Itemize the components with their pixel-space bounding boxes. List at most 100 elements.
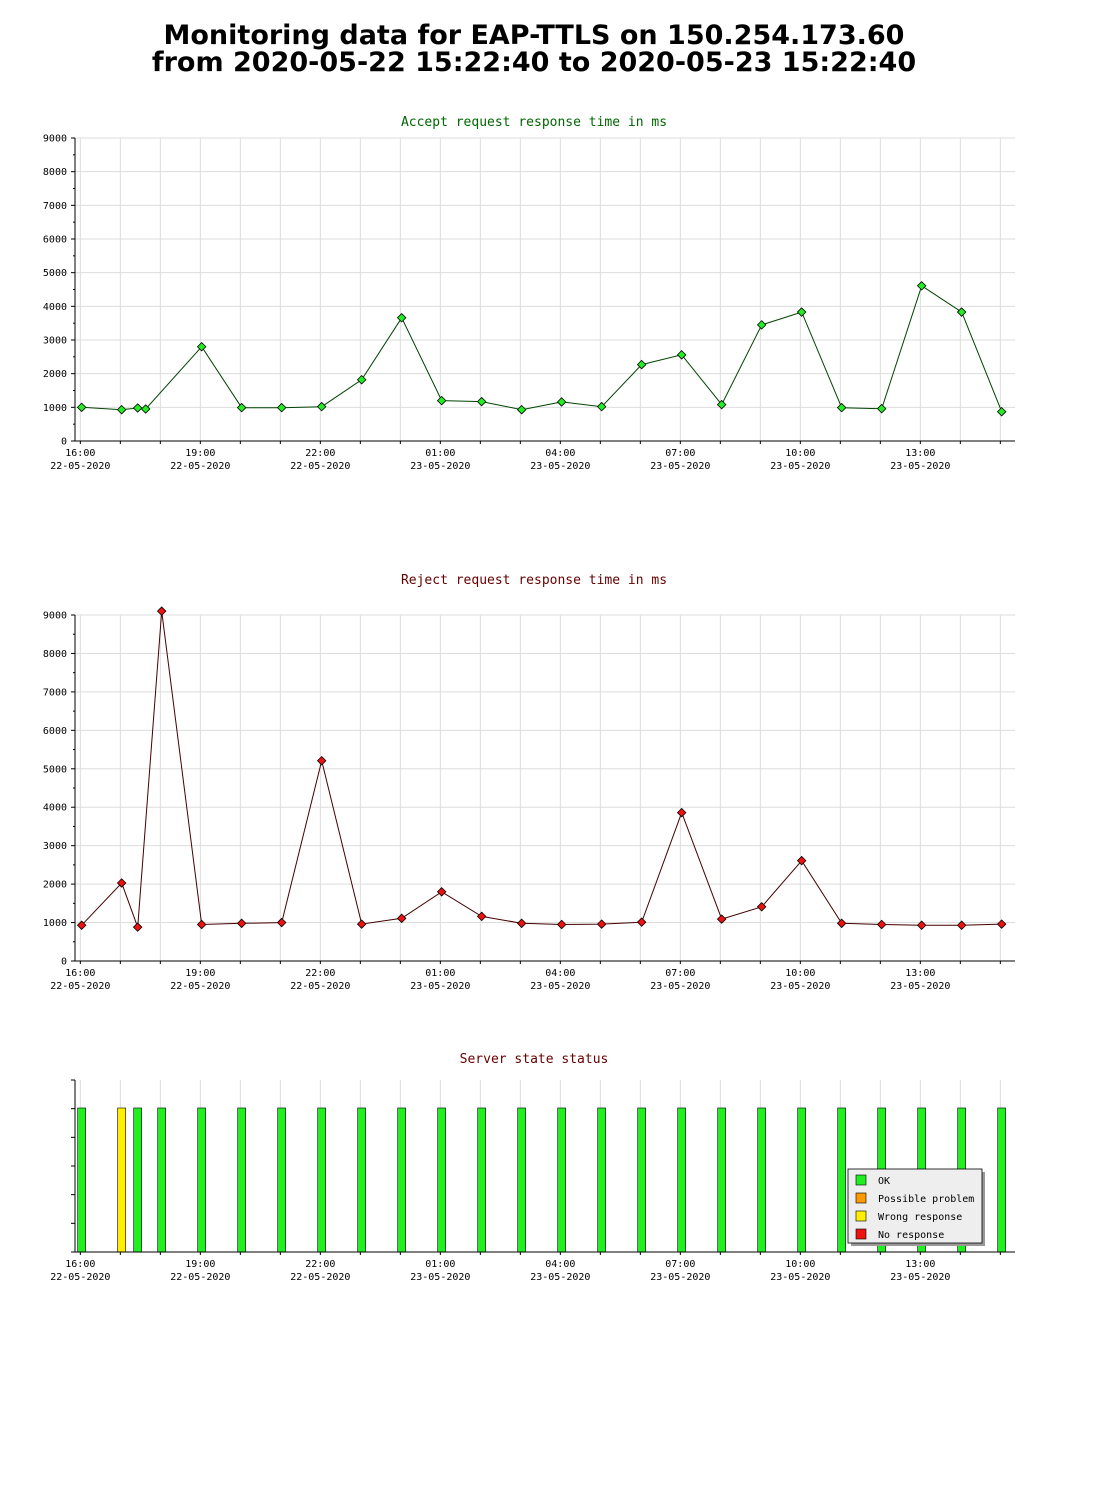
y-tick-label: 7000	[43, 201, 67, 212]
data-point	[716, 914, 727, 924]
data-point	[836, 918, 847, 929]
x-tick-label-time: 22:00	[305, 448, 335, 459]
data-point	[132, 922, 143, 932]
legend-swatch	[855, 1228, 867, 1240]
x-tick-label-date: 23-05-2020	[650, 981, 710, 992]
data-point	[956, 307, 967, 317]
y-tick-label: 2000	[43, 369, 67, 380]
data-point	[196, 919, 207, 930]
data-point	[132, 403, 143, 413]
status-bar	[197, 1107, 206, 1253]
data-point	[276, 917, 287, 928]
y-tick-label: 5000	[43, 268, 67, 279]
data-point	[516, 918, 527, 929]
data-point	[276, 402, 287, 413]
x-tick-label-time: 04:00	[545, 968, 575, 979]
x-tick-label-date: 23-05-2020	[890, 1272, 950, 1283]
y-tick-label: 6000	[43, 235, 67, 246]
data-point	[756, 902, 767, 912]
x-tick-label-time: 01:00	[425, 448, 455, 459]
data-point	[156, 606, 167, 616]
data-point	[756, 320, 767, 330]
data-point	[316, 401, 327, 412]
data-point	[796, 307, 807, 317]
data-point	[356, 374, 367, 385]
data-point	[196, 341, 207, 352]
x-tick-label-date: 23-05-2020	[770, 1272, 830, 1283]
data-point	[556, 397, 567, 407]
legend-swatch	[855, 1174, 867, 1186]
x-tick-label-time: 07:00	[665, 448, 695, 459]
x-tick-label-time: 10:00	[785, 968, 815, 979]
x-tick-label-time: 22:00	[305, 968, 335, 979]
y-tick-label: 0	[61, 957, 67, 968]
x-tick-label-time: 10:00	[785, 1259, 815, 1270]
y-tick-label: 9000	[43, 611, 67, 622]
series-line	[81, 285, 1003, 412]
data-point	[716, 399, 727, 410]
x-tick-label-time: 13:00	[905, 968, 935, 979]
x-tick-label-date: 23-05-2020	[770, 461, 830, 472]
chart-title: Accept request response time in ms	[401, 115, 667, 130]
data-point	[516, 404, 527, 415]
legend-swatch	[855, 1192, 867, 1204]
data-point	[116, 878, 127, 888]
x-tick-label-date: 23-05-2020	[650, 1272, 710, 1283]
data-point	[676, 350, 687, 360]
data-point	[396, 313, 407, 323]
x-tick-label-date: 23-05-2020	[530, 981, 590, 992]
x-tick-label-date: 22-05-2020	[50, 461, 110, 472]
legend-box	[847, 1168, 983, 1244]
data-point	[676, 807, 687, 818]
x-tick-label-date: 22-05-2020	[50, 1272, 110, 1283]
x-tick-label-date: 23-05-2020	[770, 981, 830, 992]
x-tick-label-time: 07:00	[665, 968, 695, 979]
status-bar	[557, 1107, 566, 1253]
x-tick-label-date: 23-05-2020	[410, 981, 470, 992]
data-point	[956, 920, 967, 931]
status-bar	[397, 1107, 406, 1253]
status-bar	[437, 1107, 446, 1253]
y-tick-label: 1000	[43, 918, 67, 929]
x-tick-label-time: 16:00	[65, 448, 95, 459]
legend-label: Possible problem	[878, 1194, 974, 1205]
page-title-line-1: Monitoring data for EAP-TTLS on 150.254.…	[163, 20, 905, 51]
y-tick-label: 1000	[43, 403, 67, 414]
data-point	[876, 403, 887, 414]
x-tick-label-date: 23-05-2020	[650, 461, 710, 472]
x-tick-label-time: 19:00	[185, 448, 215, 459]
y-tick-label: 8000	[43, 649, 67, 660]
status-bar	[277, 1107, 286, 1253]
y-tick-label: 3000	[43, 336, 67, 347]
status-bar	[133, 1107, 142, 1253]
legend-label: No response	[878, 1230, 944, 1241]
y-tick-label: 4000	[43, 302, 67, 313]
data-point	[140, 404, 151, 414]
data-point	[356, 919, 367, 929]
chart-3: Server state status OK Possible problem Wro…	[50, 1052, 1015, 1283]
x-tick-label-date: 22-05-2020	[170, 981, 230, 992]
status-bar	[797, 1107, 806, 1253]
data-point	[836, 402, 847, 413]
x-tick-label-time: 16:00	[65, 1259, 95, 1270]
y-tick-label: 8000	[43, 167, 67, 178]
status-bar	[717, 1107, 726, 1253]
status-bar	[597, 1107, 606, 1253]
data-point	[996, 919, 1007, 929]
data-point	[596, 401, 607, 412]
status-bar	[77, 1107, 86, 1253]
status-bar	[477, 1107, 486, 1253]
x-tick-label-date: 22-05-2020	[290, 981, 350, 992]
x-tick-label-date: 22-05-2020	[290, 1272, 350, 1283]
x-tick-label-date: 23-05-2020	[410, 461, 470, 472]
y-tick-label: 6000	[43, 726, 67, 737]
x-tick-label-time: 13:00	[905, 1259, 935, 1270]
status-bar	[837, 1107, 846, 1253]
y-tick-label: 7000	[43, 687, 67, 698]
chart-title: Reject request response time in ms	[401, 573, 667, 588]
x-tick-label-time: 19:00	[185, 1259, 215, 1270]
x-tick-label-time: 10:00	[785, 448, 815, 459]
x-tick-label-date: 22-05-2020	[290, 461, 350, 472]
x-tick-label-date: 23-05-2020	[890, 981, 950, 992]
